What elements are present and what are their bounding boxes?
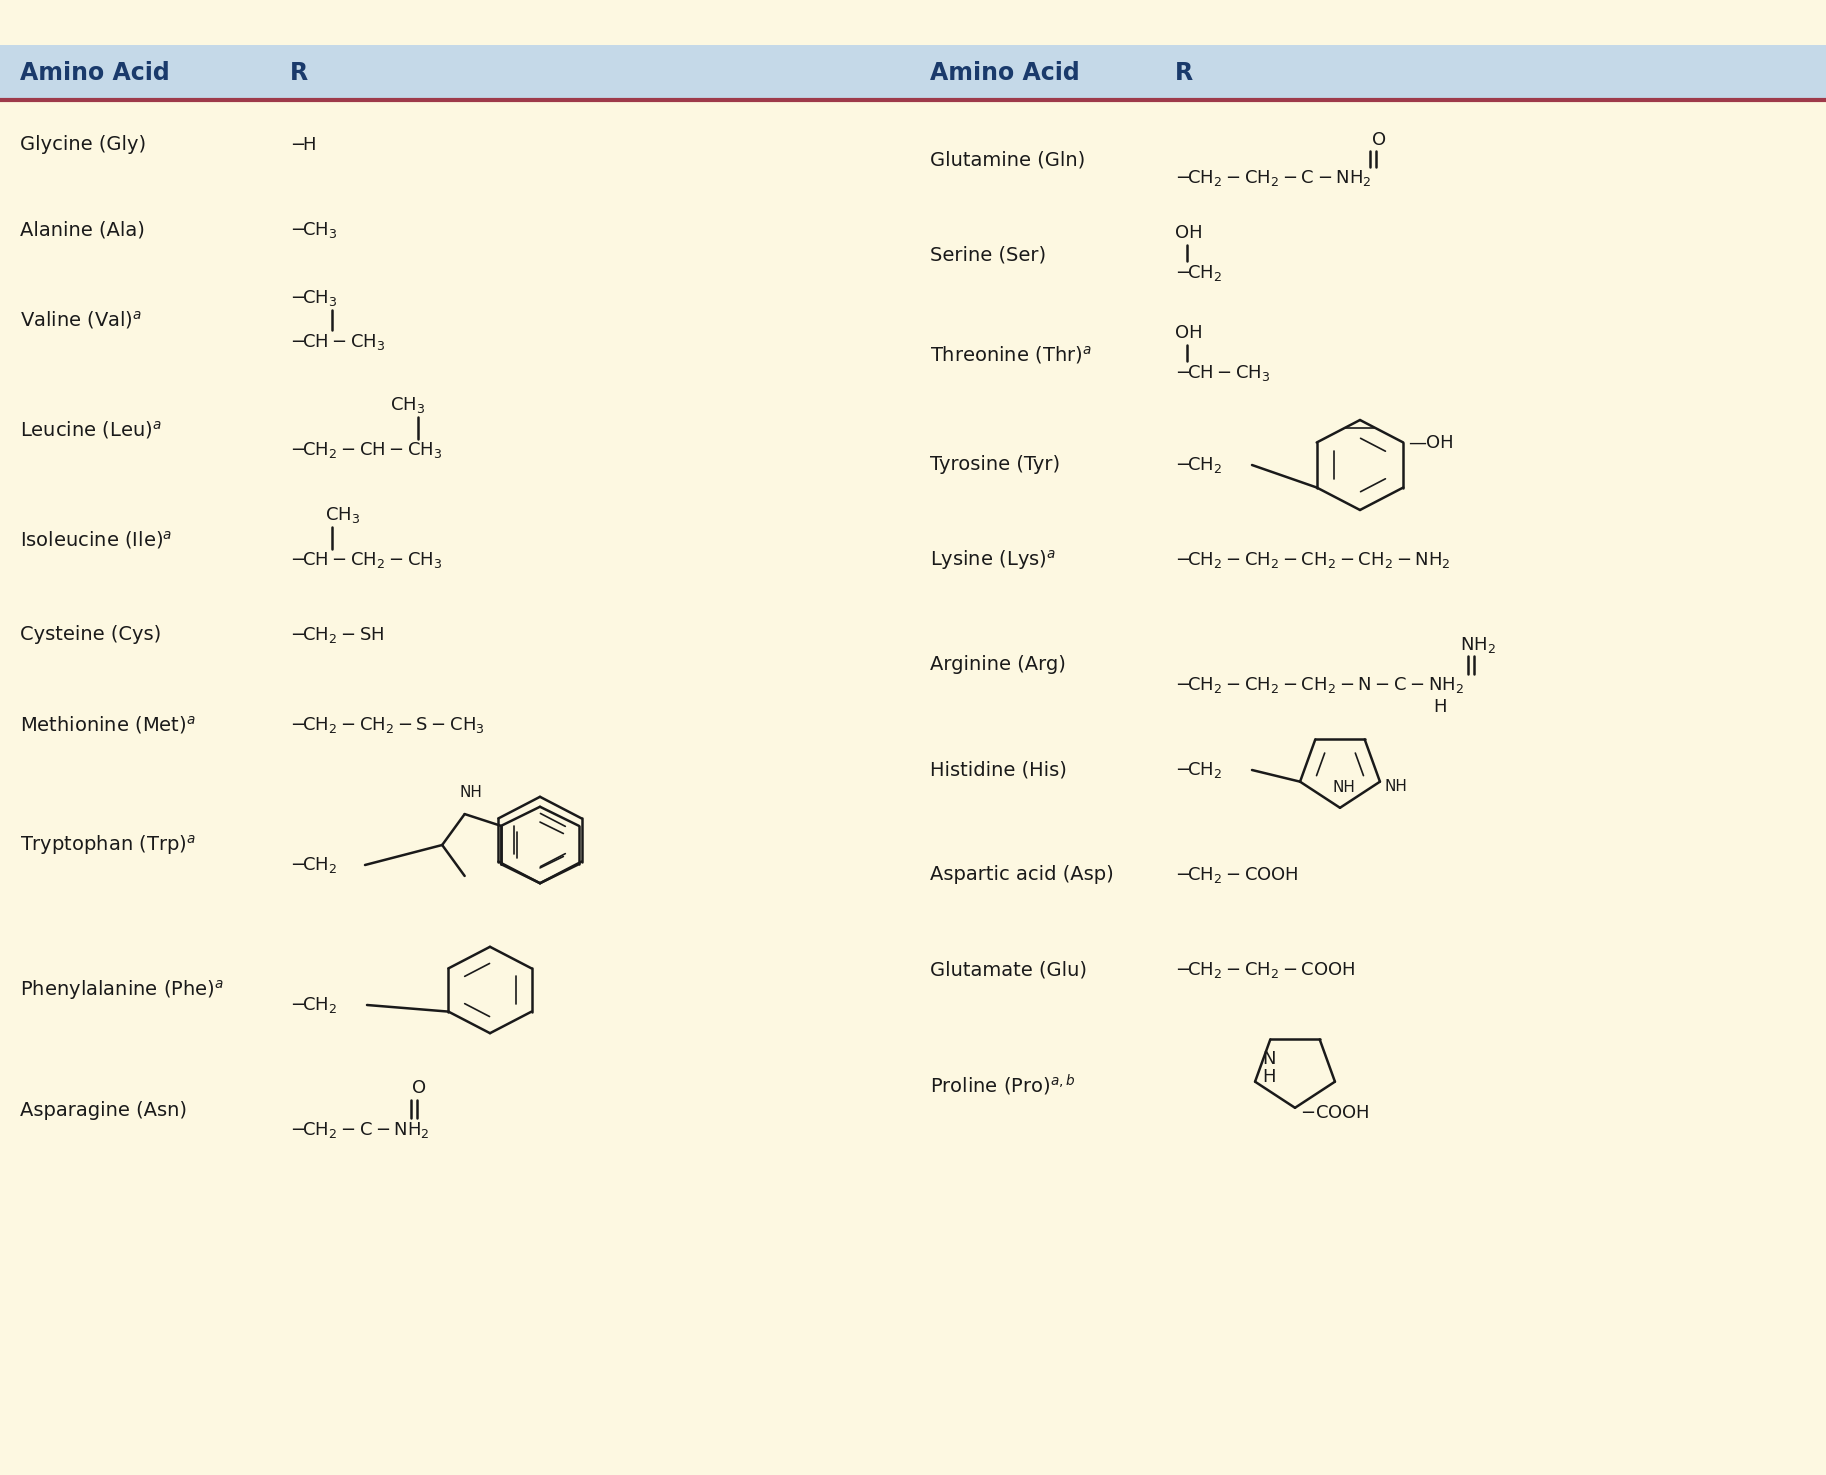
Text: Lysine (Lys)$^a$: Lysine (Lys)$^a$ xyxy=(929,549,1055,572)
Text: NH: NH xyxy=(1331,780,1355,795)
Text: $\mathregular{-\!CH-CH_3}$: $\mathregular{-\!CH-CH_3}$ xyxy=(290,332,385,353)
Text: $\mathregular{-\!CH_2-CH_2-S-CH_3}$: $\mathregular{-\!CH_2-CH_2-S-CH_3}$ xyxy=(290,715,484,735)
Text: $\mathregular{-\!CH-CH_3}$: $\mathregular{-\!CH-CH_3}$ xyxy=(1174,363,1271,384)
Text: $\mathregular{-\!H}$: $\mathregular{-\!H}$ xyxy=(290,136,316,153)
Text: NH: NH xyxy=(1384,779,1408,794)
Text: $\mathregular{-\!CH_2}$: $\mathregular{-\!CH_2}$ xyxy=(290,996,338,1015)
Text: $\mathregular{-\!CH_2-CH_2-COOH}$: $\mathregular{-\!CH_2-CH_2-COOH}$ xyxy=(1174,960,1355,979)
Text: $\mathrm{NH_2}$: $\mathrm{NH_2}$ xyxy=(1461,636,1495,655)
Text: Arginine (Arg): Arginine (Arg) xyxy=(929,655,1066,674)
Text: Glutamate (Glu): Glutamate (Glu) xyxy=(929,960,1086,979)
Text: Asparagine (Asn): Asparagine (Asn) xyxy=(20,1100,186,1120)
Text: Proline (Pro)$^{a,b}$: Proline (Pro)$^{a,b}$ xyxy=(929,1072,1076,1097)
Text: Methionine (Met)$^a$: Methionine (Met)$^a$ xyxy=(20,714,195,736)
Text: R: R xyxy=(290,60,309,84)
Text: Serine (Ser): Serine (Ser) xyxy=(929,245,1046,264)
Text: $\mathregular{-\!CH_2}$: $\mathregular{-\!CH_2}$ xyxy=(290,855,338,875)
Text: Leucine (Leu)$^a$: Leucine (Leu)$^a$ xyxy=(20,419,163,441)
Text: O: O xyxy=(1371,131,1386,149)
Text: $\mathregular{-\!CH_2}$: $\mathregular{-\!CH_2}$ xyxy=(1174,454,1222,475)
Text: $\mathregular{-\!CH_2}$: $\mathregular{-\!CH_2}$ xyxy=(1174,263,1222,283)
Text: Tryptophan (Trp)$^a$: Tryptophan (Trp)$^a$ xyxy=(20,833,195,857)
Text: $\mathregular{-\!CH_2-COOH}$: $\mathregular{-\!CH_2-COOH}$ xyxy=(1174,864,1298,885)
Text: $\mathregular{CH_3}$: $\mathregular{CH_3}$ xyxy=(391,395,425,414)
Text: Histidine (His): Histidine (His) xyxy=(929,761,1066,779)
Text: Glutamine (Gln): Glutamine (Gln) xyxy=(929,150,1085,170)
Text: Aspartic acid (Asp): Aspartic acid (Asp) xyxy=(929,866,1114,885)
Text: R: R xyxy=(1174,60,1192,84)
Text: $\mathregular{-\!CH_3}$: $\mathregular{-\!CH_3}$ xyxy=(290,220,338,240)
Text: $\mathregular{-\!CH-CH_2-CH_3}$: $\mathregular{-\!CH-CH_2-CH_3}$ xyxy=(290,550,442,569)
Text: $\mathregular{-COOH}$: $\mathregular{-COOH}$ xyxy=(1300,1103,1370,1122)
Text: Threonine (Thr)$^a$: Threonine (Thr)$^a$ xyxy=(929,344,1092,366)
Text: OH: OH xyxy=(1174,224,1203,242)
Text: —OH: —OH xyxy=(1408,434,1453,451)
Text: $\mathregular{CH_3}$: $\mathregular{CH_3}$ xyxy=(325,504,360,525)
Text: N: N xyxy=(1262,1050,1276,1068)
Text: H: H xyxy=(1433,698,1446,715)
Bar xyxy=(0,46,1826,100)
Text: $\mathregular{-\!CH_2-CH-CH_3}$: $\mathregular{-\!CH_2-CH-CH_3}$ xyxy=(290,440,442,460)
Text: Glycine (Gly): Glycine (Gly) xyxy=(20,136,146,155)
Text: O: O xyxy=(413,1080,425,1097)
Text: H: H xyxy=(1262,1068,1276,1087)
Text: Amino Acid: Amino Acid xyxy=(20,60,170,84)
Text: NH: NH xyxy=(460,785,482,799)
Text: $\mathregular{-\!CH_2}$: $\mathregular{-\!CH_2}$ xyxy=(1174,760,1222,780)
Text: $\mathregular{-\!CH_2-C-NH_2}$: $\mathregular{-\!CH_2-C-NH_2}$ xyxy=(290,1120,429,1140)
Text: Amino Acid: Amino Acid xyxy=(929,60,1079,84)
Text: Tyrosine (Tyr): Tyrosine (Tyr) xyxy=(929,456,1061,475)
Text: Cysteine (Cys): Cysteine (Cys) xyxy=(20,625,161,645)
Text: Phenylalanine (Phe)$^a$: Phenylalanine (Phe)$^a$ xyxy=(20,978,225,1002)
Text: $\mathregular{-\!CH_2-CH_2-CH_2-CH_2-NH_2}$: $\mathregular{-\!CH_2-CH_2-CH_2-CH_2-NH_… xyxy=(1174,550,1450,569)
Text: $\mathregular{-\!CH_2-SH}$: $\mathregular{-\!CH_2-SH}$ xyxy=(290,625,383,645)
Text: $\mathregular{-\!CH_3}$: $\mathregular{-\!CH_3}$ xyxy=(290,288,338,308)
Text: OH: OH xyxy=(1174,324,1203,342)
Text: Valine (Val)$^a$: Valine (Val)$^a$ xyxy=(20,308,142,330)
Text: $\mathregular{-\!CH_2-CH_2-CH_2-N-C-NH_2}$: $\mathregular{-\!CH_2-CH_2-CH_2-N-C-NH_2… xyxy=(1174,676,1464,695)
Text: Alanine (Ala): Alanine (Ala) xyxy=(20,220,144,239)
Text: $\mathregular{-\!CH_2-CH_2-C-NH_2}$: $\mathregular{-\!CH_2-CH_2-C-NH_2}$ xyxy=(1174,168,1371,187)
Text: Isoleucine (Ile)$^a$: Isoleucine (Ile)$^a$ xyxy=(20,530,172,552)
